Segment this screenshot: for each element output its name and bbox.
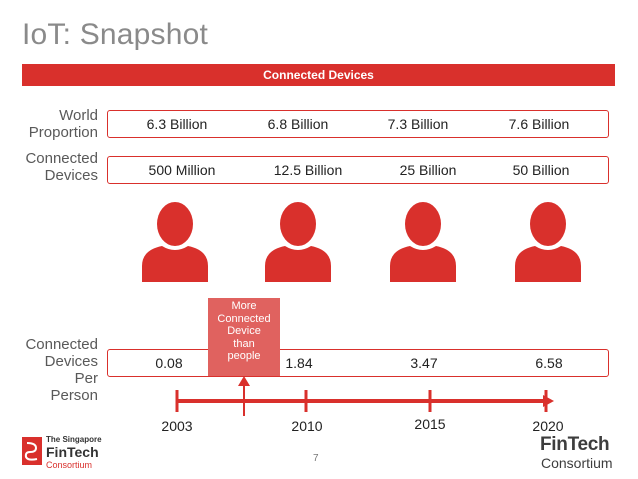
per-person-value-2015: 3.47: [410, 355, 438, 371]
world-value-2015: 7.3 Billion: [387, 116, 449, 132]
row-label-line: World: [59, 107, 98, 124]
row-label-per-person: Connected Devices Per Person: [14, 336, 98, 404]
world-value-2020: 7.6 Billion: [508, 116, 570, 132]
row-label-line: Per: [74, 370, 98, 387]
logo-text: FinTech: [46, 444, 99, 460]
arrow-up-icon: [238, 376, 250, 416]
row-label-line: Devices: [44, 353, 98, 370]
world-values-box: [107, 110, 609, 138]
person-icon: [515, 202, 581, 282]
world-value-2003: 6.3 Billion: [146, 116, 208, 132]
connected-values-box: [107, 156, 609, 184]
row-label-line: Proportion: [28, 124, 98, 141]
row-label-line: Person: [50, 387, 98, 404]
logo-text: FinTech: [540, 434, 610, 455]
fintech-consortium-logo: FinTech Consortium: [540, 434, 630, 474]
timeline-year: 2015: [414, 416, 446, 432]
person-icon: [265, 202, 331, 282]
callout-more-devices-than-people: More Connected Device than people: [208, 298, 280, 376]
timeline-year: 2020: [532, 418, 564, 434]
world-value-2010: 6.8 Billion: [267, 116, 329, 132]
row-label-line: Devices: [44, 167, 98, 184]
person-icon: [142, 202, 208, 282]
per-person-value-2003: 0.08: [155, 355, 183, 371]
per-person-values-box: [107, 349, 609, 377]
page-title: IoT: Snapshot: [22, 18, 209, 51]
page-number: 7: [313, 453, 319, 464]
logo-text: The Singapore: [46, 435, 102, 444]
row-label-world: World Proportion: [14, 107, 98, 141]
connected-value-2020: 50 Billion: [512, 162, 570, 178]
connected-value-2015: 25 Billion: [399, 162, 457, 178]
logo-text: Consortium: [541, 455, 613, 471]
connected-value-2003: 500 Million: [148, 162, 216, 178]
fintech-mark-icon: [22, 437, 42, 465]
logo-text: Consortium: [46, 460, 93, 470]
row-label-line: Connected: [25, 150, 98, 167]
connected-value-2010: 12.5 Billion: [273, 162, 343, 178]
row-label-connected: Connected Devices: [14, 150, 98, 184]
callout-line: Connected: [217, 312, 271, 325]
timeline-arrowhead: [543, 395, 554, 407]
per-person-value-2010: 1.84: [285, 355, 313, 371]
timeline-year: 2010: [291, 418, 323, 434]
timeline-year: 2003: [161, 418, 193, 434]
section-banner: Connected Devices: [22, 64, 615, 86]
per-person-value-2020: 6.58: [535, 355, 563, 371]
row-label-line: Connected: [25, 336, 98, 353]
person-icon: [390, 202, 456, 282]
callout-line: More: [231, 300, 257, 312]
callout-line: than: [233, 337, 255, 350]
callout-line: Device: [227, 325, 261, 338]
callout-line: people: [227, 350, 261, 363]
singapore-fintech-logo: The Singapore FinTech Consortium: [22, 433, 112, 471]
